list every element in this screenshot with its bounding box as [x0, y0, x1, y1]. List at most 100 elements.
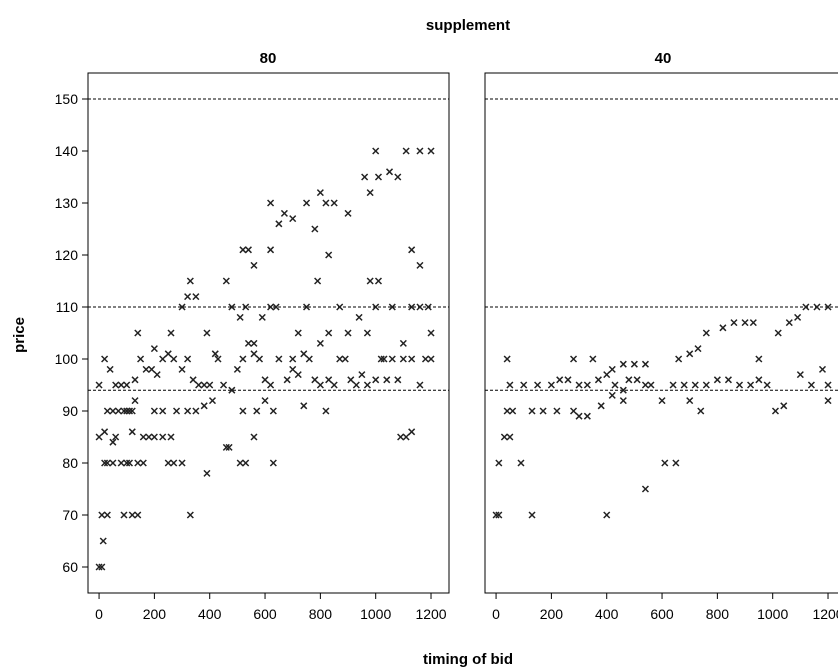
data-point-left-158	[374, 277, 382, 285]
data-point-left-129	[258, 313, 266, 321]
data-point-left-63	[106, 365, 114, 373]
data-point-left-132	[289, 355, 297, 363]
data-point-left-156	[325, 251, 333, 259]
data-point-right-17	[575, 412, 583, 420]
data-point-right-37	[611, 381, 619, 389]
data-point-left-87	[250, 350, 258, 358]
data-point-left-93	[289, 365, 297, 373]
panel-frame-left	[87, 72, 450, 594]
data-point-left-145	[408, 303, 416, 311]
data-point-left-57	[322, 407, 330, 415]
data-point-left-146	[416, 303, 424, 311]
data-point-right-76	[794, 313, 802, 321]
data-point-left-159	[408, 246, 416, 254]
data-point-left-157	[366, 277, 374, 285]
data-point-left-117	[134, 329, 142, 337]
data-point-left-33	[167, 433, 175, 441]
data-point-right-7	[495, 459, 503, 467]
panel-left: 0 200 400 600 800 1000 1200	[87, 72, 450, 622]
y-tick-label-70: 70	[62, 507, 78, 523]
data-point-left-103	[347, 376, 355, 384]
data-point-left-175	[394, 173, 402, 181]
data-point-right-55	[807, 381, 815, 389]
data-point-right-16	[569, 407, 578, 415]
data-point-left-17	[139, 459, 147, 467]
x-tick-label-400-left: 400	[198, 606, 222, 622]
data-point-left-74	[170, 355, 178, 363]
data-point-left-88	[255, 355, 264, 363]
data-point-left-68	[137, 355, 145, 363]
data-point-left-70	[148, 365, 156, 373]
panel-right: 0 200 400 600 800 1000 1200	[484, 72, 838, 622]
data-point-left-104	[352, 381, 360, 389]
data-point-left-0	[95, 563, 103, 571]
data-point-left-134	[303, 303, 311, 311]
data-point-left-1	[98, 563, 106, 571]
data-point-left-83	[228, 386, 236, 394]
data-point-left-102	[341, 355, 349, 363]
data-point-right-8	[517, 459, 525, 467]
data-point-left-38	[120, 407, 128, 415]
y-tick-label-100: 100	[55, 351, 79, 367]
data-point-left-44	[159, 407, 167, 415]
data-point-left-167	[316, 189, 324, 197]
data-point-right-45	[680, 381, 688, 389]
y-axis-label: price	[11, 317, 28, 353]
data-point-right-13	[528, 407, 536, 415]
x-tick-label-0-right: 0	[492, 606, 500, 622]
data-point-right-24	[771, 407, 779, 415]
data-point-left-101	[336, 355, 344, 363]
data-point-right-33	[575, 381, 583, 389]
x-tick-label-1200-left: 1200	[415, 606, 446, 622]
data-point-left-67	[131, 376, 139, 384]
data-point-left-14	[123, 459, 131, 467]
data-point-left-49	[208, 397, 217, 405]
data-point-right-54	[796, 371, 804, 379]
data-point-left-144	[399, 339, 407, 347]
data-point-left-137	[336, 303, 344, 311]
data-point-left-69	[142, 365, 150, 373]
data-point-left-168	[322, 199, 330, 207]
data-point-left-84	[233, 365, 241, 373]
data-point-left-47	[192, 407, 200, 415]
data-point-right-35	[594, 376, 602, 384]
data-point-left-15	[125, 459, 134, 467]
data-point-left-25	[101, 428, 109, 436]
data-point-left-51	[225, 443, 233, 451]
data-point-right-0	[492, 511, 500, 519]
data-point-left-42	[131, 397, 139, 405]
data-point-left-105	[358, 371, 366, 379]
y-tick-label-120: 120	[55, 247, 79, 263]
data-point-left-6	[128, 511, 136, 519]
data-point-left-35	[103, 407, 111, 415]
data-point-left-18	[164, 459, 172, 467]
data-point-left-26	[109, 438, 117, 446]
x-tick-label-600-left: 600	[253, 606, 277, 622]
data-point-left-66	[123, 381, 131, 389]
data-point-left-128	[250, 339, 258, 347]
data-point-left-172	[366, 189, 374, 197]
data-point-left-81	[211, 350, 219, 358]
data-point-left-140	[363, 329, 371, 337]
x-tick-label-400-right: 400	[595, 606, 619, 622]
data-point-left-100	[330, 381, 338, 389]
data-point-right-69	[719, 324, 727, 332]
data-point-left-94	[294, 371, 302, 379]
data-point-left-131	[272, 303, 280, 311]
data-point-left-7	[134, 511, 142, 519]
data-point-left-160	[416, 261, 424, 269]
data-point-right-46	[691, 381, 699, 389]
data-point-left-178	[416, 147, 424, 155]
data-point-left-11	[103, 459, 111, 467]
data-point-left-98	[316, 381, 324, 389]
data-point-right-67	[694, 345, 702, 353]
y-tick-label-150: 150	[55, 91, 79, 107]
data-point-right-6	[672, 459, 680, 467]
data-point-left-40	[125, 407, 134, 415]
data-point-right-43	[658, 397, 666, 405]
data-point-left-85	[239, 355, 247, 363]
data-point-left-91	[275, 355, 283, 363]
data-point-right-71	[741, 319, 749, 327]
data-point-left-12	[109, 459, 117, 467]
